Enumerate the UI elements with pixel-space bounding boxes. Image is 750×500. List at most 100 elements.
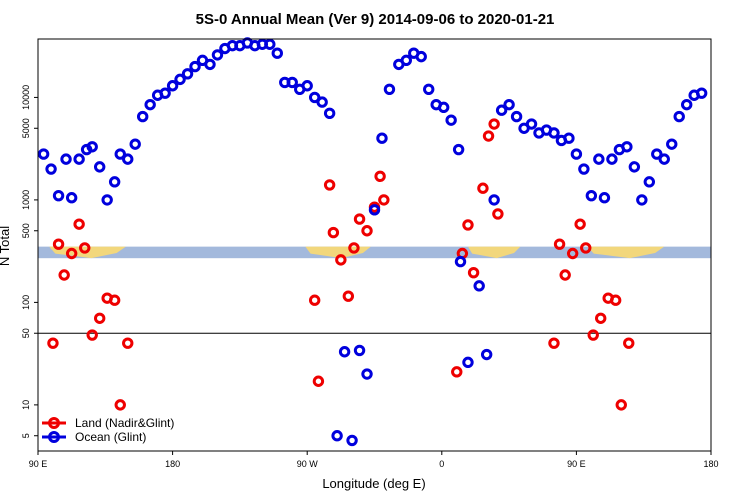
ocean-point: [204, 58, 216, 71]
ocean-point: [570, 148, 583, 160]
land-point: [335, 254, 347, 266]
ocean-point: [37, 148, 50, 160]
ocean-point: [593, 153, 605, 165]
ocean-point: [454, 255, 467, 268]
ocean-point: [636, 194, 648, 206]
land-point: [580, 242, 592, 254]
ocean-point: [495, 104, 508, 116]
ocean-point: [480, 348, 493, 361]
ocean-point: [643, 176, 656, 188]
x-tick-label: 0: [439, 459, 444, 469]
land-point: [488, 118, 500, 130]
ocean-point: [108, 176, 121, 188]
landmass-africa: [467, 246, 521, 259]
ocean-point: [525, 118, 538, 130]
ocean-point: [301, 80, 313, 92]
ocean-point: [400, 54, 412, 67]
x-tick-label: 90 E: [29, 459, 48, 469]
ocean-point: [338, 346, 351, 358]
ocean-point: [488, 194, 500, 206]
land-point: [595, 312, 607, 324]
ocean-point: [658, 153, 670, 165]
ocean-point: [346, 434, 358, 447]
ocean-point: [181, 68, 194, 80]
y-tick-label: 5000: [21, 118, 31, 138]
ocean-point: [189, 60, 201, 73]
ocean-series: [37, 37, 708, 447]
ocean-point: [159, 87, 171, 99]
land-point: [65, 247, 78, 260]
land-point: [587, 329, 599, 341]
land-point: [378, 194, 390, 206]
y-tick-label: 10: [21, 400, 31, 410]
ocean-point: [651, 148, 663, 160]
ocean-point: [60, 153, 72, 165]
legend-land-label: Land (Nadir&Glint): [75, 416, 174, 430]
legend-ocean-label: Ocean (Glint): [75, 430, 146, 444]
ocean-point: [316, 96, 328, 108]
ocean-point: [114, 148, 126, 160]
ocean-point: [308, 91, 321, 104]
land-point: [353, 213, 366, 225]
ocean-point: [166, 80, 179, 92]
ocean-point: [673, 110, 685, 123]
y-tick-label: 500: [21, 223, 31, 238]
land-point: [482, 130, 495, 142]
y-tick-label: 10000: [21, 85, 31, 110]
x-tick-label: 180: [703, 459, 718, 469]
ocean-point: [598, 192, 611, 204]
x-axis-label: Longitude (deg E): [322, 476, 425, 491]
y-tick-label: 50: [21, 328, 31, 338]
x-tick-label: 90 E: [567, 459, 586, 469]
ocean-point: [578, 163, 590, 175]
land-point: [327, 226, 340, 239]
ocean-point: [174, 73, 186, 86]
land-point: [93, 312, 106, 324]
band-rect: [38, 246, 711, 259]
land-point: [615, 399, 627, 411]
ocean-point: [144, 98, 156, 111]
land-point: [477, 182, 489, 194]
land-point: [73, 218, 85, 230]
ocean-point: [286, 76, 298, 89]
ocean-point: [271, 47, 283, 59]
ocean-point: [462, 356, 474, 369]
ocean-point: [361, 368, 373, 380]
land-point: [467, 266, 480, 279]
land-point: [122, 337, 134, 349]
ocean-point: [473, 280, 485, 292]
ocean-point: [211, 49, 224, 61]
landmass-maritime-continent-2: [587, 246, 665, 259]
ocean-point: [73, 153, 85, 165]
legend-land-marker: [48, 417, 60, 429]
y-tick-label: 5: [21, 433, 31, 438]
ocean-point: [93, 161, 106, 173]
coastline-band: [38, 246, 711, 259]
ocean-point: [606, 153, 618, 165]
land-series: [47, 118, 635, 411]
y-axis-label: N Total: [0, 226, 12, 266]
ocean-point: [423, 83, 435, 96]
y-tick-label: 1000: [21, 190, 31, 210]
land-point: [374, 170, 386, 182]
ocean-point: [585, 189, 598, 202]
landmass-south-america: [305, 246, 371, 259]
land-point: [323, 179, 336, 191]
land-point: [52, 238, 65, 250]
land-point: [559, 269, 571, 281]
land-point: [58, 269, 70, 281]
ocean-point: [323, 107, 336, 119]
ocean-point: [680, 98, 693, 111]
ocean-point: [437, 101, 450, 114]
land-point: [79, 242, 91, 254]
ocean-point: [452, 143, 465, 156]
x-tick-label: 180: [165, 459, 180, 469]
ocean-point: [101, 194, 113, 206]
ocean-point: [383, 83, 396, 96]
ocean-point: [628, 161, 641, 173]
land-point: [361, 225, 373, 237]
land-point: [308, 294, 321, 306]
ocean-point: [45, 163, 57, 175]
ocean-point: [621, 141, 633, 153]
land-point: [86, 329, 98, 341]
